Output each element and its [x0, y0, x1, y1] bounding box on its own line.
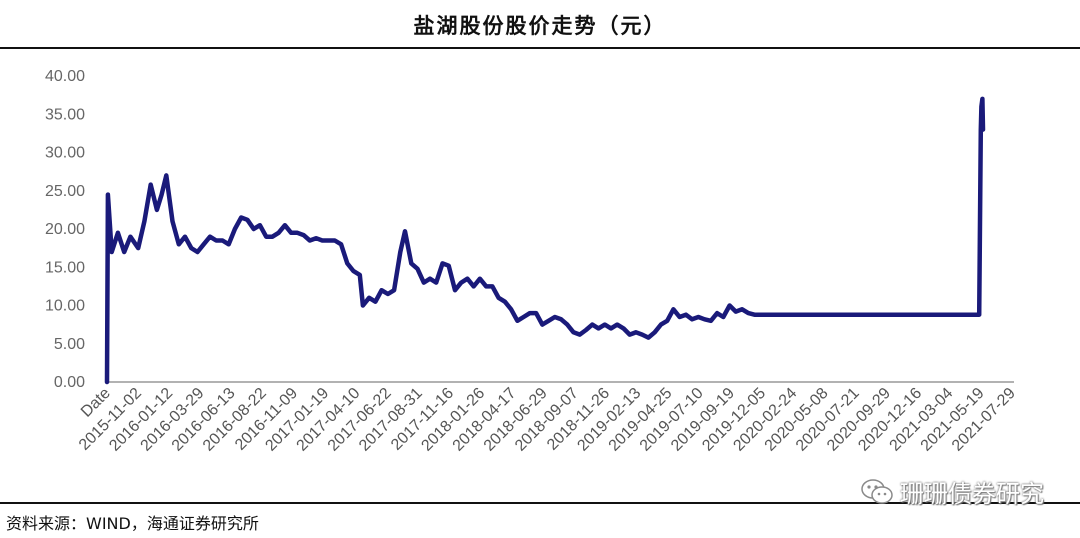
source-note: 资料来源：WIND，海通证券研究所: [6, 514, 259, 533]
footer-divider: [0, 502, 1080, 504]
watermark-text: 珊珊债券研究: [900, 480, 1044, 508]
wechat-icon: [861, 478, 893, 504]
y-tick-label: 40.00: [45, 68, 85, 85]
chart-title: 盐湖股份股价走势（元）: [413, 14, 667, 38]
series-line: [104, 96, 986, 385]
y-tick-label: 35.00: [45, 106, 85, 123]
title-divider: [0, 47, 1080, 49]
y-tick-label: 20.00: [45, 221, 85, 238]
line-chart: 0.00 5.00 10.00 15.00 20.00 25.00 30.00 35.00 40…: [45, 68, 1019, 455]
y-tick-label: 0.00: [54, 374, 85, 391]
y-tick-label: 10.00: [45, 298, 85, 315]
x-axis: Date2015-11-022016-01-122016-03-292016-0…: [76, 381, 1019, 455]
y-tick-label: 25.00: [45, 183, 85, 200]
y-tick-label: 5.00: [54, 336, 85, 353]
watermark: 珊珊债券研究: [860, 474, 1044, 509]
y-axis: 0.00 5.00 10.00 15.00 20.00 25.00 30.00 35.00 40…: [45, 68, 85, 391]
y-tick-label: 30.00: [45, 145, 85, 162]
plot-area: [104, 96, 986, 385]
title-bar: 盐湖股份股价走势（元）: [0, 0, 1080, 48]
y-tick-label: 15.00: [45, 259, 85, 276]
